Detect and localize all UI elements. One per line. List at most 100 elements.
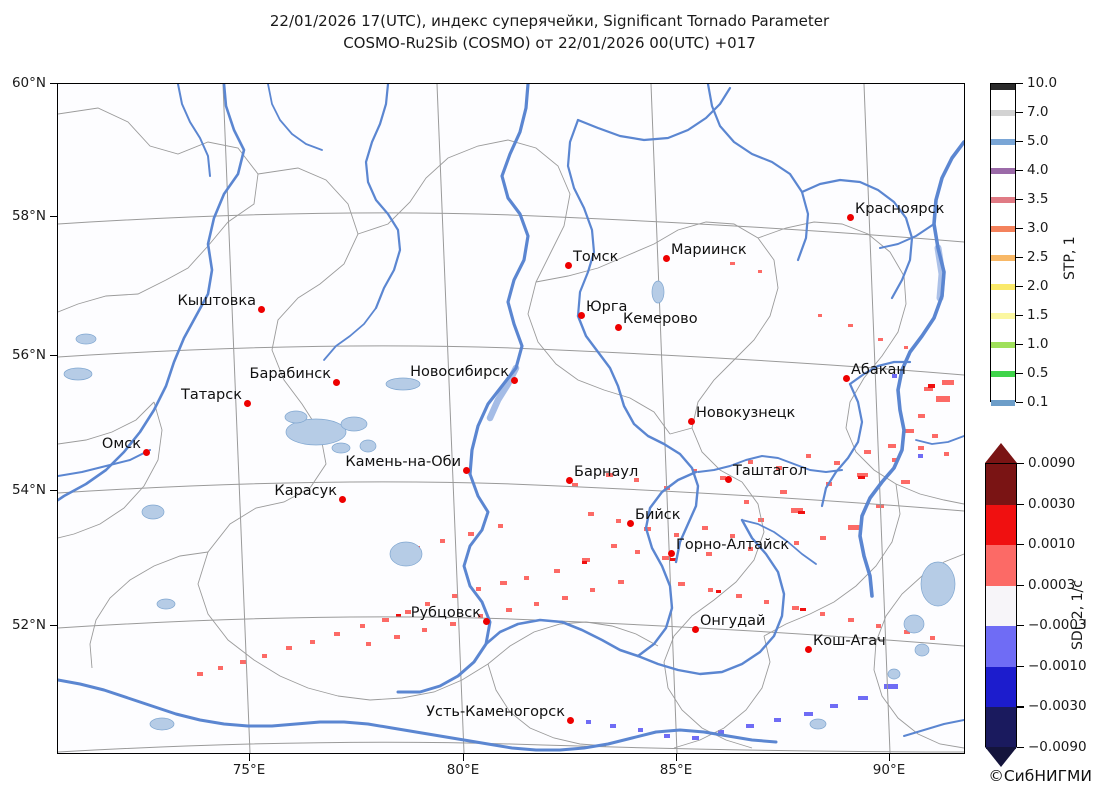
colorbar-sdi2-label: −0.0030 (1028, 698, 1087, 715)
y-tick-label: 54°N (11, 482, 46, 498)
city-label: Омск (101, 436, 141, 452)
city-marker[interactable] (257, 305, 265, 313)
city-label: Мариинск (671, 242, 747, 258)
y-tick-mark (50, 216, 57, 218)
colorbar-stp-band (991, 168, 1015, 174)
city-marker[interactable] (338, 495, 346, 503)
chart-title: 22/01/2026 17(UTC), индекс суперячейки, … (0, 10, 1099, 54)
y-tick-label: 52°N (11, 617, 46, 633)
colorbar-sdi2-tick (1017, 503, 1024, 505)
map-background (58, 84, 964, 753)
colorbar-stp-tick (1016, 199, 1023, 201)
city-label: Рубцовск (410, 605, 481, 621)
colorbar-stp-band (991, 313, 1015, 319)
city-marker[interactable] (243, 399, 251, 407)
title-line-2: COSMO-Ru2Sib (COSMO) от 22/01/2026 00(UT… (343, 34, 756, 52)
city-marker[interactable] (614, 323, 622, 331)
colorbar-sdi2-band (986, 464, 1016, 506)
colorbar-stp-label: 7.0 (1027, 104, 1049, 120)
city-marker[interactable] (564, 261, 572, 269)
city-label: Кыштовка (177, 293, 256, 309)
colorbar-stp-band (991, 284, 1015, 290)
city-marker[interactable] (332, 378, 340, 386)
city-label: Камень-на-Оби (345, 454, 461, 470)
colorbar-sdi2-tick (1017, 706, 1024, 708)
city-marker[interactable] (565, 476, 573, 484)
city-marker[interactable] (804, 645, 812, 653)
sdi2-field-strong-positive (396, 384, 935, 617)
city-marker[interactable] (482, 617, 490, 625)
y-tick-label: 60°N (11, 75, 46, 91)
city-label: Новокузнецк (696, 405, 796, 421)
colorbar-stp-tick (1016, 228, 1023, 230)
colorbar-sdi2-tick (1017, 584, 1024, 586)
colorbar-sdi2-label: 0.0003 (1028, 576, 1076, 593)
colorbar-stp-band (991, 255, 1015, 261)
y-tick-mark (50, 625, 57, 627)
city-label: Барнаул (574, 464, 639, 480)
colorbar-sdi2-tick (1017, 747, 1024, 749)
city-label: Усть-Каменогорск (426, 704, 565, 720)
colorbar-sdi2-tick (1017, 544, 1024, 546)
colorbar-sdi2-tick (1017, 625, 1024, 627)
city-marker[interactable] (577, 311, 585, 319)
city-label: Татарск (180, 387, 242, 403)
y-tick-mark (50, 490, 57, 492)
colorbar-stp-tick (1016, 286, 1023, 288)
colorbar-stp-band (991, 371, 1015, 377)
colorbar-sdi2-band (986, 504, 1016, 546)
x-tick-mark (463, 754, 465, 761)
colorbar-sdi2-band (986, 707, 1016, 749)
city-label: Кош-Агач (813, 633, 886, 649)
y-tick-mark (50, 355, 57, 357)
colorbar-stp[interactable] (990, 83, 1016, 406)
copyright-label: ©СибНИГМИ (988, 767, 1092, 785)
colorbar-stp-tick (1016, 315, 1023, 317)
colorbar-stp-label: 1.5 (1027, 307, 1049, 323)
map-plot-area[interactable]: Красноярск Томск Мариинск Кыштовка Юрга Кемер… (57, 83, 965, 754)
city-marker[interactable] (566, 716, 574, 724)
colorbar-sdi2-body[interactable] (985, 463, 1017, 749)
city-marker[interactable] (626, 519, 634, 527)
city-marker[interactable] (846, 213, 854, 221)
colorbar-stp-tick (1016, 402, 1023, 404)
x-tick-label: 75°E (232, 762, 266, 778)
city-marker[interactable] (724, 475, 732, 483)
city-label: Горно-Алтайск (676, 537, 790, 553)
city-label: Кемерово (623, 311, 698, 327)
colorbar-stp-tick (1016, 257, 1023, 259)
city-marker[interactable] (842, 374, 850, 382)
sdi2-field-negative (586, 374, 923, 740)
city-marker[interactable] (510, 376, 518, 384)
colorbar-stp-label: 3.5 (1027, 191, 1049, 207)
colorbar-sdi2-tick (1017, 665, 1024, 668)
colorbar-stp-label: 1.0 (1027, 336, 1049, 352)
x-tick-label: 85°E (659, 762, 693, 778)
city-marker[interactable] (667, 549, 675, 557)
colorbar-stp-band (991, 139, 1015, 145)
colorbar-stp-tick (1016, 112, 1023, 114)
city-label: Юрга (586, 299, 628, 315)
colorbar-sdi2-tick (1017, 463, 1024, 465)
y-tick-mark (50, 83, 57, 85)
colorbar-stp-tick (1016, 170, 1023, 172)
x-tick-label: 80°E (446, 762, 480, 778)
city-marker[interactable] (687, 417, 695, 425)
city-marker-layer[interactable]: Красноярск Томск Мариинск Кыштовка Юрга Кемер… (58, 84, 964, 753)
colorbar-sdi2-label: −0.0003 (1028, 617, 1087, 634)
colorbar-sdi2-band (986, 585, 1016, 627)
x-tick-mark (889, 754, 891, 761)
city-label: Абакан (851, 362, 906, 378)
city-marker[interactable] (462, 466, 470, 474)
city-label: Таштагол (733, 463, 808, 479)
colorbar-sdi2-label: 0.0030 (1028, 495, 1076, 512)
city-marker[interactable] (662, 254, 670, 262)
colorbar-stp-label: 2.5 (1027, 249, 1049, 265)
city-marker[interactable] (691, 625, 699, 633)
city-label: Барабинск (249, 366, 332, 382)
city-marker[interactable] (142, 448, 150, 456)
colorbar-stp-tick (1016, 141, 1023, 143)
colorbar-stp-band (991, 110, 1015, 116)
colorbar-stp-label: 2.0 (1027, 278, 1049, 294)
colorbar-sdi2-over-arrow (985, 443, 1017, 463)
